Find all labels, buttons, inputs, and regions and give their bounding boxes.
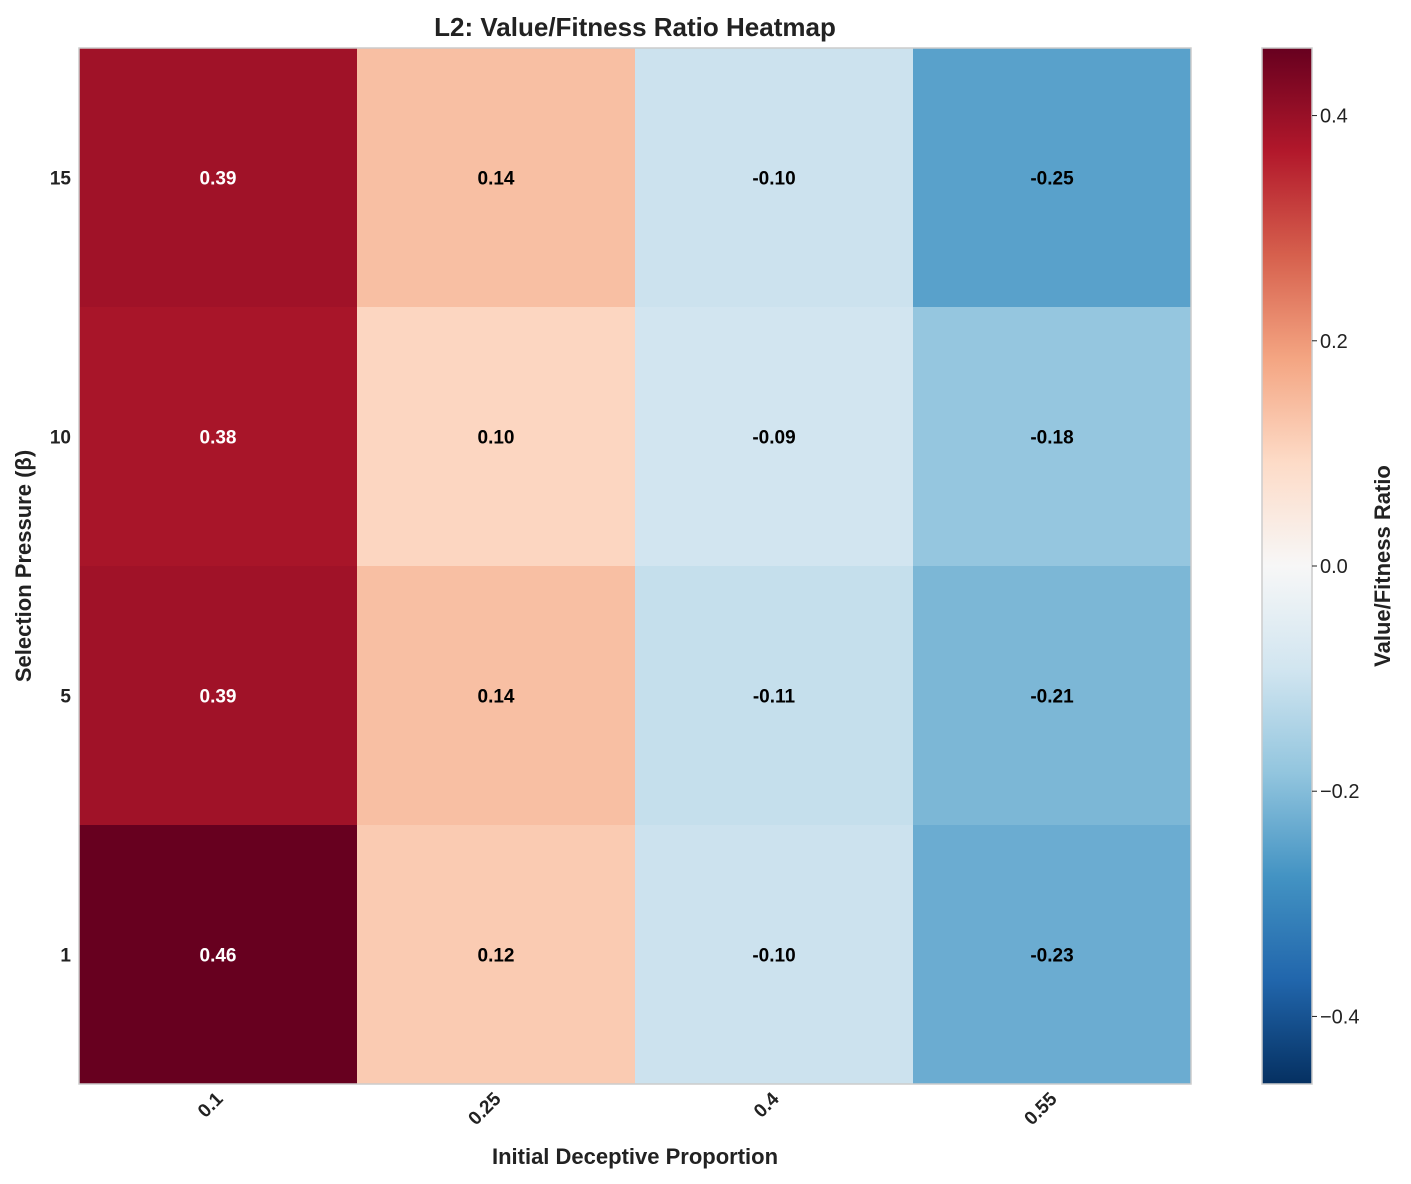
- x-tick-labels: 0.1 0.25 0.4 0.55: [194, 1088, 1062, 1129]
- heatmap-cell: [79, 566, 358, 826]
- colorbar: [1261, 47, 1313, 1085]
- heatmap-cells: 0.39 0.14 -0.10 -0.25 0.38 0.10 -0.09 -0.18 0.39…: [79, 48, 1192, 1085]
- heatmap-cell: [357, 48, 636, 308]
- cell-value-label: 0.14: [478, 169, 515, 190]
- plot-frame: [78, 47, 1192, 1085]
- heatmap-cell: [357, 825, 636, 1085]
- y-axis-label: Selection Pressure (β): [11, 450, 36, 682]
- cell-value-label: -0.10: [752, 169, 795, 190]
- heatmap-cell: [913, 48, 1192, 308]
- colorbar-tick-label: −0.2: [1320, 781, 1359, 803]
- chart-title: L2: Value/Fitness Ratio Heatmap: [434, 12, 836, 42]
- heatmap-cell: [79, 825, 358, 1085]
- heatmap-cell: [913, 825, 1192, 1085]
- x-tick-label: 0.55: [1021, 1088, 1062, 1129]
- colorbar-tick-label: −0.4: [1320, 1006, 1359, 1028]
- heatmap-cell: [913, 566, 1192, 826]
- y-tick-label: 15: [50, 169, 72, 190]
- y-tick-label: 1: [60, 946, 71, 967]
- cell-value-label: -0.25: [1030, 169, 1074, 190]
- cell-value-label: 0.39: [200, 169, 237, 190]
- y-tick-label: 10: [50, 428, 71, 449]
- cell-value-label: -0.10: [752, 946, 795, 967]
- colorbar-tick-label: 0.0: [1320, 556, 1348, 578]
- heatmap-cell: [357, 307, 636, 567]
- heatmap-cell: [79, 48, 358, 308]
- heatmap-cell: [635, 566, 914, 826]
- cell-value-label: -0.09: [752, 428, 795, 449]
- colorbar-tick-label: 0.2: [1320, 331, 1348, 353]
- x-tick-label: 0.25: [465, 1088, 506, 1129]
- colorbar-ticks: −0.4 −0.2 0.0 0.2 0.4: [1312, 106, 1359, 1028]
- cell-value-label: -0.23: [1030, 946, 1073, 967]
- y-tick-label: 5: [60, 687, 71, 708]
- colorbar-label: Value/Fitness Ratio: [1370, 465, 1395, 667]
- x-axis-label: Initial Deceptive Proportion: [492, 1144, 778, 1169]
- cell-value-label: 0.39: [200, 687, 237, 708]
- y-tick-labels: 15 10 5 1: [50, 169, 72, 967]
- x-tick-label: 0.1: [194, 1088, 228, 1122]
- cell-value-label: 0.46: [200, 946, 237, 967]
- heatmap-cell: [635, 307, 914, 567]
- heatmap-cell: [635, 825, 914, 1085]
- cell-value-label: 0.10: [478, 428, 515, 449]
- cell-value-label: -0.21: [1030, 687, 1074, 708]
- x-tick-label: 0.4: [750, 1088, 784, 1122]
- cell-value-label: -0.11: [753, 687, 796, 708]
- cell-value-label: -0.18: [1030, 428, 1073, 449]
- colorbar-tick-label: 0.4: [1320, 106, 1348, 128]
- heatmap-cell: [357, 566, 636, 826]
- cell-value-label: 0.14: [478, 687, 515, 708]
- heatmap-cell: [635, 48, 914, 308]
- cell-value-label: 0.38: [200, 428, 237, 449]
- heatmap-cell: [913, 307, 1192, 567]
- cell-value-label: 0.12: [478, 946, 515, 967]
- heatmap-cell: [79, 307, 358, 567]
